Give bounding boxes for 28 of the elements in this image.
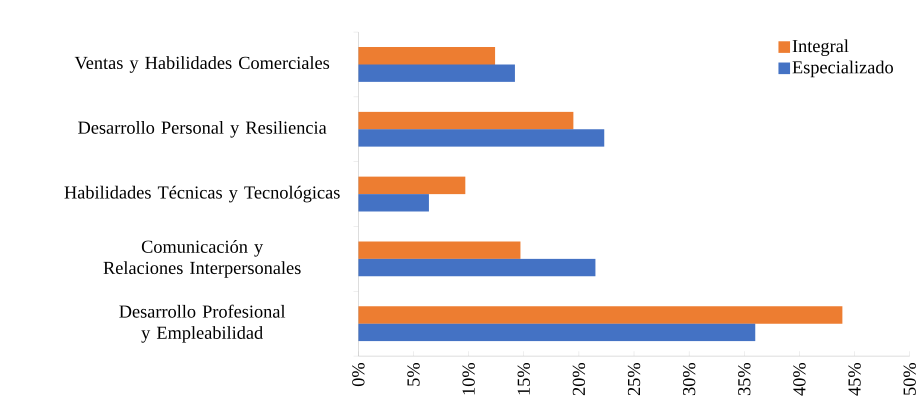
bar (358, 258, 596, 276)
x-tick-label: 45% (848, 363, 861, 396)
y-tick-label: Comunicación y Relaciones Interpersonales (104, 240, 301, 278)
bar (358, 129, 604, 147)
y-tick-label: Habilidades Técnicas y Tecnológicas (64, 186, 340, 202)
bar (358, 112, 574, 130)
x-tick-label: 5% (407, 363, 420, 386)
bar (358, 176, 466, 194)
y-tick-label: Ventas y Habilidades Comerciales (74, 56, 330, 73)
legend-label: Integral (792, 39, 849, 56)
x-tick-label: 40% (793, 363, 806, 396)
y-tick-label: Desarrollo Personal y Resiliencia (78, 120, 326, 138)
y-tick-label: Desarrollo Profesional y Empleabilidad (119, 304, 286, 343)
x-tick-label: 20% (572, 363, 586, 396)
x-tick-label: 15% (518, 363, 530, 394)
x-tick-label: 50% (903, 363, 916, 395)
x-tick-label: 35% (738, 363, 750, 396)
x-tick-label: 30% (682, 363, 696, 396)
x-tick-label: 10% (462, 363, 475, 394)
bar (358, 241, 520, 259)
legend-label: Especializado (792, 60, 893, 78)
x-tick-label: 0% (352, 363, 365, 386)
bar (358, 64, 515, 82)
bar (358, 306, 842, 324)
x-tick-label: 25% (628, 363, 640, 396)
bar (358, 324, 756, 342)
bar (358, 47, 496, 64)
bar (358, 194, 429, 212)
